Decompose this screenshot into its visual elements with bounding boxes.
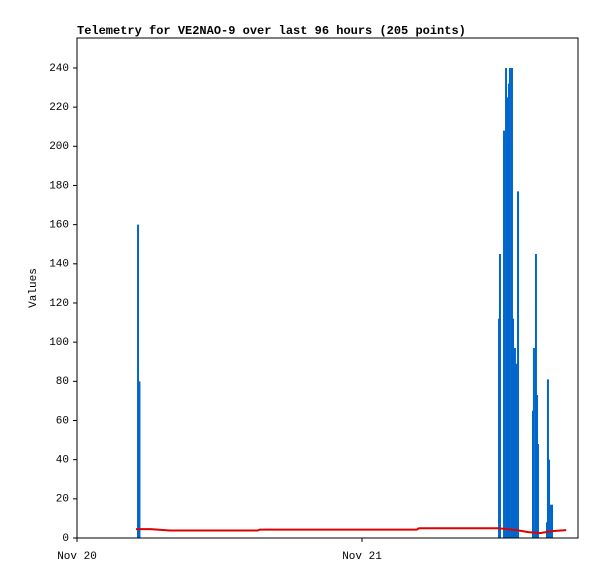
- y-tick-label: 0: [62, 533, 69, 545]
- y-tick-label: 100: [49, 337, 69, 349]
- chart-title: Telemetry for VE2NAO-9 over last 96 hour…: [77, 24, 466, 38]
- y-tick-label: 40: [56, 455, 69, 467]
- y-tick-label: 160: [49, 220, 69, 232]
- y-tick-label: 220: [49, 102, 69, 114]
- series-line: [136, 527, 567, 535]
- y-tick-label: 140: [49, 259, 69, 271]
- plot-frame: [76, 37, 579, 539]
- y-axis-label: Values: [28, 268, 40, 308]
- y-tick-label: 60: [56, 415, 69, 427]
- y-tick-label: 80: [56, 376, 69, 388]
- x-tick-label: Nov 20: [57, 551, 97, 563]
- y-tick-label: 180: [49, 180, 69, 192]
- y-tick-label: 20: [56, 494, 69, 506]
- x-tick-label: Nov 21: [342, 551, 382, 563]
- y-tick-label: 120: [49, 298, 69, 310]
- y-tick-label: 240: [49, 63, 69, 75]
- y-tick-label: 200: [49, 141, 69, 153]
